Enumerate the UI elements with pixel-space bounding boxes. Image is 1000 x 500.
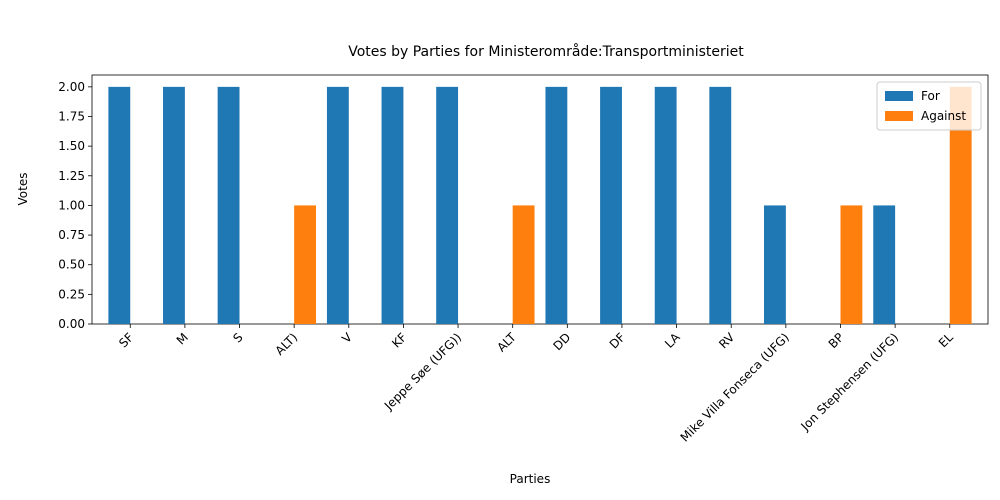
y-tick-label: 1.75 [58, 110, 85, 124]
bar-against-13 [840, 205, 863, 324]
bar-for-0 [108, 86, 131, 324]
bar-for-8 [545, 86, 568, 324]
y-axis: 0.00 0.25 0.50 0.75 1.00 1.25 1.50 1.75 2.00 [58, 80, 92, 331]
y-tick-label: 2.00 [58, 80, 85, 94]
plot-area [91, 74, 989, 325]
bar-for-6 [436, 86, 459, 324]
bar-for-12 [764, 205, 786, 324]
legend-label-for: For [921, 89, 940, 103]
y-tick-label: 1.50 [58, 139, 85, 153]
bar-against-7 [512, 205, 535, 324]
bar-for-2 [217, 86, 240, 324]
bars-group [108, 86, 972, 324]
bar-for-10 [654, 86, 677, 324]
plot-background [92, 75, 988, 324]
bar-for-11 [709, 86, 732, 324]
y-tick-label: 0.25 [58, 287, 85, 301]
chart-title: Votes by Parties for Ministerområde:Tran… [348, 43, 744, 60]
y-axis-label: Votes [16, 173, 30, 206]
y-tick-label: 0.75 [58, 228, 85, 242]
bar-for-4 [326, 86, 349, 324]
x-axis-label: Parties [510, 472, 551, 486]
legend-label-against: Against [921, 109, 966, 123]
legend: For Against [876, 81, 982, 131]
bar-for-5 [381, 86, 404, 324]
legend-swatch-for [885, 91, 913, 101]
axes-frame [91, 74, 989, 325]
y-tick-label: 0.00 [58, 317, 85, 331]
y-tick-label: 1.25 [58, 169, 85, 183]
bar-for-9 [600, 86, 622, 324]
bar-against-15 [949, 86, 972, 324]
y-tick-label: 1.00 [58, 198, 85, 212]
bar-for-1 [163, 86, 185, 324]
bar-for-14 [873, 205, 896, 324]
legend-swatch-against [885, 111, 913, 121]
y-tick-label: 0.50 [58, 258, 85, 272]
bar-against-3 [294, 205, 316, 324]
